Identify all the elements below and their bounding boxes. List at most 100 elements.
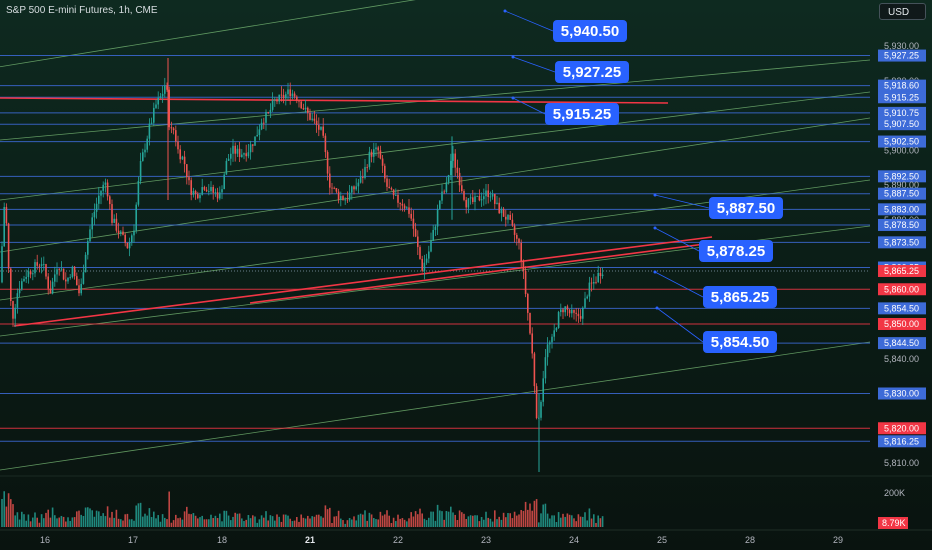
- volume-bar: [201, 515, 203, 527]
- channel-line[interactable]: [0, 91, 871, 201]
- volume-bar: [139, 502, 142, 527]
- candle-body: [238, 148, 241, 157]
- volume-bar: [370, 514, 373, 527]
- volume-bar: [280, 521, 283, 527]
- candle-body: [408, 207, 410, 214]
- candle-body: [351, 186, 353, 193]
- volume-bar: [500, 519, 503, 527]
- volume-bar: [465, 519, 467, 527]
- volume-bar: [467, 516, 470, 527]
- price-callout-label: 5,940.50: [561, 23, 619, 40]
- candle-body: [412, 218, 415, 229]
- price-callout[interactable]: [545, 103, 619, 125]
- candle-body: [247, 152, 250, 157]
- volume-bar: [324, 505, 327, 527]
- channel-line[interactable]: [0, 341, 871, 471]
- candle-body: [428, 251, 430, 259]
- support-trendline[interactable]: [249, 243, 706, 304]
- volume-bar: [256, 522, 258, 527]
- callout-leader: [656, 307, 704, 343]
- volume-bar: [260, 515, 263, 527]
- candle-body: [113, 218, 115, 223]
- candle-body: [564, 306, 566, 313]
- candle-body: [368, 151, 371, 168]
- volume-bar: [190, 514, 192, 527]
- price-axis-label: 5,890.00: [884, 180, 919, 190]
- candle-body: [579, 316, 582, 319]
- candle-body: [274, 99, 276, 101]
- price-callout[interactable]: [553, 20, 627, 42]
- candle-body: [571, 309, 573, 314]
- candle-body: [36, 262, 38, 266]
- candle-body: [540, 401, 542, 418]
- price-axis-badge: [878, 422, 926, 435]
- candle-body: [89, 229, 91, 242]
- candle-body: [516, 234, 518, 239]
- callout-leader: [654, 227, 700, 252]
- volume-bar: [117, 518, 120, 527]
- candle-body: [23, 278, 25, 282]
- price-axis-badge: [878, 302, 926, 315]
- candle-body: [139, 160, 142, 181]
- price-callout[interactable]: [703, 286, 777, 308]
- volume-bar: [582, 516, 584, 527]
- volume-bar: [593, 514, 595, 527]
- candle-body: [489, 196, 492, 198]
- price-callout[interactable]: [709, 197, 783, 219]
- candle-body: [267, 111, 269, 113]
- price-callout[interactable]: [703, 331, 777, 353]
- channel-line[interactable]: [0, 117, 871, 253]
- volume-bar: [522, 510, 525, 527]
- candle-body: [188, 177, 190, 181]
- candle-body: [278, 94, 280, 102]
- volume-bar: [3, 491, 5, 527]
- candle-body: [95, 203, 98, 212]
- candle-body: [144, 149, 146, 153]
- candle-body: [234, 145, 236, 154]
- candle-body: [58, 269, 60, 271]
- volume-bar: [188, 513, 190, 527]
- volume-bar: [115, 509, 118, 527]
- candle-body: [586, 296, 588, 299]
- support-trendline[interactable]: [13, 236, 713, 327]
- price-axis-badge: [878, 283, 926, 296]
- volume-bar: [531, 510, 533, 527]
- callout-leader: [504, 10, 554, 32]
- volume-bar: [454, 514, 456, 527]
- volume-bar: [263, 517, 265, 527]
- candle-body: [256, 135, 258, 137]
- candle-body: [395, 194, 397, 196]
- volume-bar: [441, 511, 443, 527]
- candle-body: [494, 193, 496, 204]
- volume-bar: [93, 516, 96, 527]
- callout-leader: [654, 194, 710, 209]
- volume-bar: [91, 510, 93, 527]
- volume-bar: [329, 507, 331, 527]
- volume-bar: [364, 510, 366, 527]
- volume-bar: [29, 521, 32, 527]
- volume-bar: [164, 517, 166, 527]
- volume-bar: [549, 518, 551, 527]
- time-axis-label: 25: [657, 535, 667, 545]
- candle-body: [582, 307, 584, 319]
- volume-bar: [278, 516, 280, 527]
- volume-bar: [109, 517, 111, 527]
- volume-bar: [335, 516, 338, 527]
- candle-body: [450, 160, 452, 176]
- channel-line[interactable]: [0, 59, 871, 141]
- price-callout[interactable]: [699, 240, 773, 262]
- candle-body: [465, 199, 467, 208]
- volume-bar: [49, 517, 52, 527]
- volume-bar: [518, 514, 520, 527]
- price-axis-label: 5,887.50: [884, 189, 919, 199]
- resistance-trendline[interactable]: [0, 97, 669, 104]
- candle-body: [414, 228, 417, 237]
- price-callout[interactable]: [555, 61, 629, 83]
- volume-bar: [271, 516, 274, 527]
- currency-button[interactable]: USD: [879, 3, 926, 20]
- volume-bar: [311, 516, 313, 527]
- candle-body: [265, 111, 267, 123]
- volume-bar: [73, 517, 76, 527]
- price-axis-label: 5,927.25: [884, 51, 919, 61]
